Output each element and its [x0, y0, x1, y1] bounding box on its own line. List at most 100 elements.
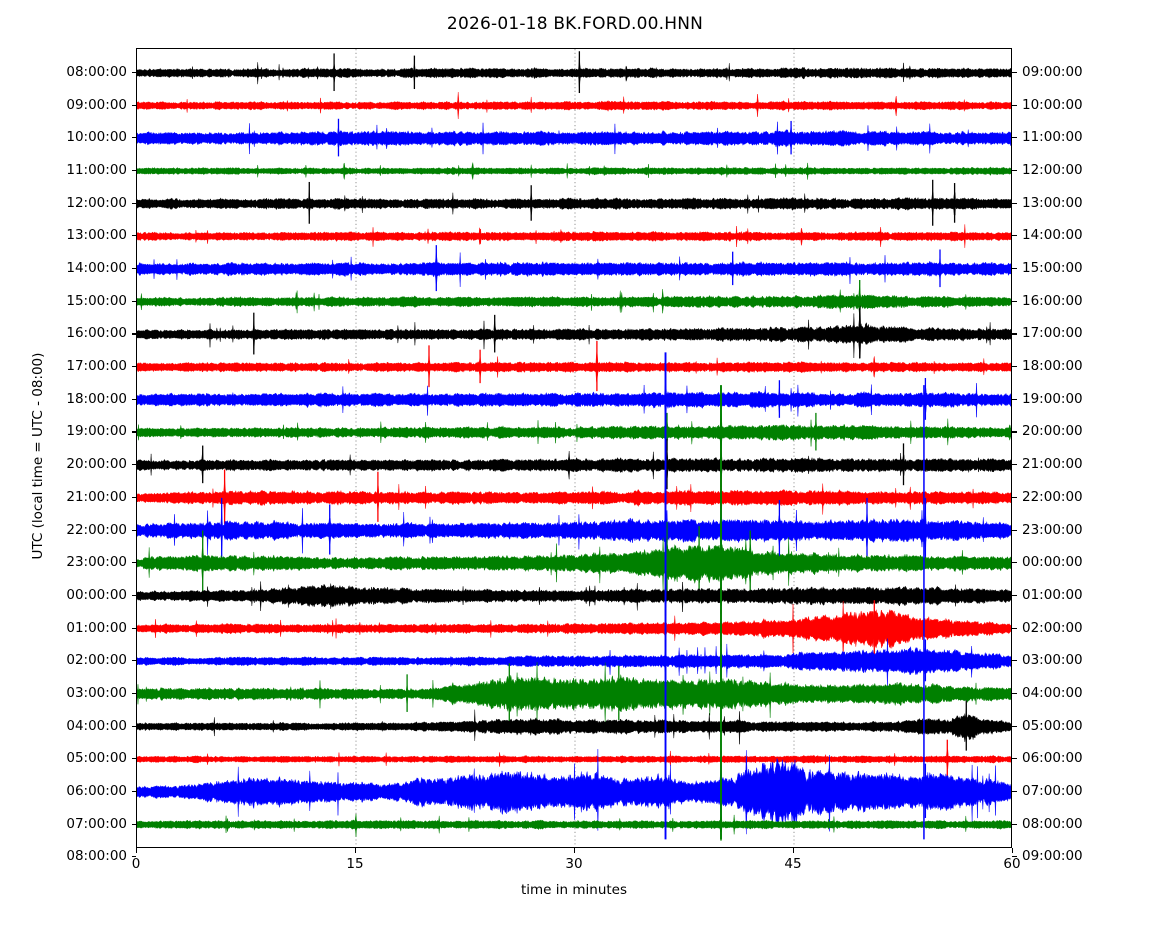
y-tick-label-left: 01:00:00 [66, 619, 127, 636]
trace-row [137, 708, 1011, 745]
y-tick-mark-left [131, 333, 136, 335]
y-tick-mark-right [1012, 235, 1017, 237]
y-tick-label-right: 18:00:00 [1022, 358, 1083, 375]
x-tick-mark [793, 848, 795, 853]
x-tick-mark [355, 848, 357, 853]
y-tick-mark-right [1012, 529, 1017, 531]
y-tick-mark-right [1012, 725, 1017, 727]
y-tick-mark-right [1012, 758, 1017, 760]
y-tick-mark-right [1012, 660, 1017, 662]
y-tick-label-right: 03:00:00 [1022, 652, 1083, 669]
y-tick-mark-right [1012, 823, 1017, 825]
y-tick-label-right: 20:00:00 [1022, 423, 1083, 440]
trace-row [137, 121, 1011, 155]
trace-row [137, 749, 1011, 770]
y-tick-mark-left [131, 104, 136, 106]
y-tick-label-right: 11:00:00 [1022, 129, 1083, 146]
y-tick-mark-left [131, 464, 136, 466]
y-tick-label-left: 17:00:00 [66, 358, 127, 375]
trace-svg [137, 49, 1011, 847]
x-tick-label: 60 [1003, 856, 1021, 872]
trace-canvas [137, 49, 1011, 847]
trace-row [137, 54, 1011, 93]
y-tick-mark-left [131, 496, 136, 498]
y-tick-mark-left [131, 398, 136, 400]
y-tick-label-left: 18:00:00 [66, 390, 127, 407]
y-tick-mark-left [131, 202, 136, 204]
y-tick-label-right: 21:00:00 [1022, 456, 1083, 473]
y-tick-mark-left [131, 594, 136, 596]
y-tick-mark-right [1012, 170, 1017, 172]
y-tick-label-left: 05:00:00 [66, 750, 127, 767]
y-tick-mark-right [1012, 137, 1017, 139]
y-tick-mark-left [131, 660, 136, 662]
y-tick-label-right: 14:00:00 [1022, 227, 1083, 244]
y-tick-label-right: 04:00:00 [1022, 684, 1083, 701]
y-tick-label-left: 08:00:00 [66, 64, 127, 80]
y-tick-label-left: 08:00:00 [66, 848, 127, 865]
y-tick-label-right: 13:00:00 [1022, 194, 1083, 211]
y-tick-mark-left [131, 268, 136, 270]
y-tick-mark-left [131, 72, 136, 74]
y-tick-label-right: 17:00:00 [1022, 325, 1083, 342]
y-tick-mark-left [131, 529, 136, 531]
trace-row [137, 444, 1011, 487]
y-tick-label-left: 20:00:00 [66, 456, 127, 473]
trace-row [137, 162, 1011, 180]
y-tick-label-right: 08:00:00 [1022, 815, 1083, 832]
trace-row [137, 92, 1011, 119]
plot-area [136, 48, 1012, 848]
y-tick-label-left: 16:00:00 [66, 325, 127, 342]
trace-row [137, 506, 1011, 561]
y-tick-mark-right [1012, 268, 1017, 270]
y-tick-mark-right [1012, 790, 1017, 793]
y-tick-mark-left [131, 725, 136, 727]
y-tick-label-left: 04:00:00 [66, 717, 127, 734]
y-tick-mark-left [131, 790, 136, 793]
y-tick-label-left: 12:00:00 [66, 194, 127, 211]
y-tick-label-left: 03:00:00 [66, 684, 127, 701]
y-tick-mark-left [131, 300, 136, 302]
trace-row [137, 749, 1011, 835]
y-tick-mark-right [1012, 300, 1017, 302]
x-axis-title: time in minutes [520, 882, 628, 898]
y-tick-label-left: 10:00:00 [66, 129, 127, 146]
y-tick-mark-left [131, 856, 136, 858]
y-tick-mark-right [1012, 202, 1017, 204]
y-tick-label-right: 07:00:00 [1022, 782, 1083, 799]
trace-row [137, 349, 1011, 384]
y-tick-mark-left [131, 366, 136, 368]
y-axis-title: UTC (local time = UTC - 08:00) [30, 352, 46, 560]
x-tick-label: 0 [131, 856, 141, 872]
y-tick-mark-left [131, 823, 136, 825]
y-tick-label-left: 15:00:00 [66, 292, 127, 309]
y-tick-mark-left [131, 235, 136, 237]
trace-row [137, 286, 1011, 319]
y-tick-label-right: 19:00:00 [1022, 390, 1083, 407]
y-tick-label-right: 05:00:00 [1022, 717, 1083, 734]
y-tick-mark-right [1012, 856, 1017, 858]
trace-row [137, 581, 1011, 612]
trace-row [137, 406, 1011, 459]
y-tick-label-left: 11:00:00 [66, 162, 127, 179]
y-tick-mark-right [1012, 431, 1017, 433]
y-tick-label-right: 02:00:00 [1022, 619, 1083, 636]
y-tick-label-right: 09:00:00 [1022, 848, 1083, 865]
y-tick-mark-left [131, 627, 136, 629]
x-tick-mark [136, 848, 138, 853]
y-tick-mark-right [1012, 398, 1017, 400]
y-tick-label-right: 10:00:00 [1022, 96, 1083, 113]
y-tick-label-left: 21:00:00 [66, 488, 127, 505]
x-tick-label: 45 [784, 856, 802, 872]
y-tick-label-right: 22:00:00 [1022, 488, 1083, 505]
trace-row [137, 813, 1011, 837]
y-tick-label-left: 22:00:00 [66, 521, 127, 538]
trace-row [137, 251, 1011, 287]
y-tick-label-left: 07:00:00 [66, 815, 127, 832]
y-tick-mark-right [1012, 594, 1017, 596]
y-tick-label-left: 02:00:00 [66, 652, 127, 669]
trace-row [137, 382, 1011, 418]
y-tick-label-right: 01:00:00 [1022, 586, 1083, 603]
y-tick-label-left: 14:00:00 [66, 260, 127, 277]
